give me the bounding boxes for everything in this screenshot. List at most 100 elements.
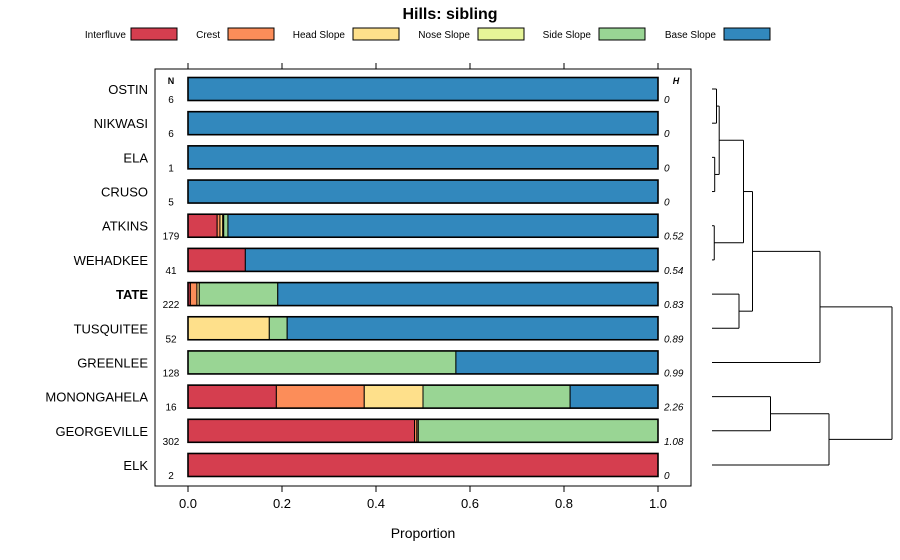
legend-label: Base Slope xyxy=(665,30,717,41)
bar-segment xyxy=(286,316,659,341)
bar-outline xyxy=(187,213,659,239)
n-value: 16 xyxy=(165,403,177,414)
legend-label: Crest xyxy=(196,30,220,41)
bar-segment xyxy=(455,350,659,375)
n-value: 2 xyxy=(168,471,174,482)
h-value: 2.26 xyxy=(663,403,684,414)
x-tick-label: 0.2 xyxy=(273,496,291,511)
legend-swatch xyxy=(352,27,400,41)
h-value: 0 xyxy=(664,198,670,209)
bar-segment xyxy=(268,316,288,341)
legend-swatch xyxy=(130,27,178,41)
h-value: 0 xyxy=(664,471,670,482)
h-value: 1.08 xyxy=(664,437,684,448)
legend: Interfluve Crest Head Slope Nose Slope Side … xyxy=(85,27,771,41)
x-tick-label: 1.0 xyxy=(649,496,667,511)
row-label: TUSQUITEE xyxy=(74,321,149,336)
n-value: 179 xyxy=(163,232,180,243)
n-value: 52 xyxy=(165,334,177,345)
row-label: ATKINS xyxy=(102,219,148,234)
h-value: 0.89 xyxy=(664,334,684,345)
h-value: 0.54 xyxy=(664,266,684,277)
row-label: OSTIN xyxy=(108,82,148,97)
n-value: 5 xyxy=(168,198,174,209)
h-value: 0 xyxy=(664,95,670,106)
row-label: MONONGAHELA xyxy=(45,390,148,405)
row-label: TATE xyxy=(116,287,148,302)
bar-segment xyxy=(417,418,659,443)
n-value: 1 xyxy=(168,163,174,174)
bar-segment xyxy=(275,384,365,409)
bar-segment xyxy=(187,452,659,477)
bar-outline xyxy=(187,452,659,478)
bar-segment xyxy=(187,77,659,101)
row-label: GEORGEVILLE xyxy=(56,424,149,439)
bar-segment xyxy=(277,282,659,307)
bar-segment xyxy=(422,384,571,409)
bar-segment xyxy=(244,247,659,272)
h-value: 0.99 xyxy=(664,368,684,379)
row-label: NIKWASI xyxy=(94,116,148,131)
n-value: 222 xyxy=(163,300,180,311)
x-tick-label: 0.8 xyxy=(555,496,573,511)
bar-segment xyxy=(187,247,246,272)
bar-outline xyxy=(187,76,659,102)
bar-segment xyxy=(363,384,424,409)
bar-segment xyxy=(187,145,659,170)
legend-label: Nose Slope xyxy=(418,30,470,41)
h-value: 0 xyxy=(664,163,670,174)
bar-outline xyxy=(187,281,659,307)
bar-outline xyxy=(187,110,659,136)
row-label: ELK xyxy=(123,458,148,473)
bar-segment xyxy=(189,282,198,307)
bar-segment xyxy=(187,213,218,238)
bar-outline xyxy=(187,315,659,341)
x-tick-label: 0.4 xyxy=(367,496,385,511)
bar-segment xyxy=(187,418,416,443)
bar-outline xyxy=(187,384,659,409)
x-tick-label: 0.6 xyxy=(461,496,479,511)
bar-segment xyxy=(187,350,457,375)
legend-swatch xyxy=(477,27,525,41)
bar-segment xyxy=(187,179,659,204)
bar-outline xyxy=(187,247,659,273)
plot-frame xyxy=(154,68,692,487)
legend-swatch xyxy=(598,27,646,41)
h-value: 0.52 xyxy=(664,232,684,243)
x-axis-label: Proportion xyxy=(391,525,456,541)
bar-segment xyxy=(187,316,270,341)
dendrogram xyxy=(712,88,893,466)
bar-segment xyxy=(198,282,279,307)
n-value: 302 xyxy=(163,437,180,448)
legend-label: Side Slope xyxy=(543,30,592,41)
n-value: 6 xyxy=(168,95,174,106)
h-header: H xyxy=(673,76,680,86)
bar-segment xyxy=(187,384,277,409)
bar-outline xyxy=(187,145,659,170)
n-value: 41 xyxy=(165,266,177,277)
bar-outline xyxy=(187,179,659,204)
bar-outline xyxy=(187,350,659,375)
row-label: WEHADKEE xyxy=(74,253,149,268)
n-value: 128 xyxy=(163,368,180,379)
plot-panel: 0.0 0.2 0.4 0.6 0.8 1.0 N H OSTIN 6 0 NIKWASI 6 0 ELA 1… xyxy=(45,63,692,511)
x-tick-label: 0.0 xyxy=(179,496,197,511)
legend-label: Head Slope xyxy=(293,30,346,41)
bar-segment xyxy=(187,111,659,136)
n-header: N xyxy=(168,76,175,86)
n-value: 6 xyxy=(168,129,174,140)
legend-label: Interfluve xyxy=(85,30,127,41)
row-label: CRUSO xyxy=(101,185,148,200)
row-label: GREENLEE xyxy=(77,355,148,370)
bar-outline xyxy=(187,418,659,444)
row-label: ELA xyxy=(123,150,148,165)
h-value: 0.83 xyxy=(664,300,684,311)
legend-swatch xyxy=(227,27,275,41)
chart-title: Hills: sibling xyxy=(402,6,497,23)
legend-swatch xyxy=(723,27,771,41)
h-value: 0 xyxy=(664,129,670,140)
bar-segment xyxy=(569,384,659,409)
bar-segment xyxy=(223,213,229,238)
bar-segment xyxy=(227,213,659,238)
